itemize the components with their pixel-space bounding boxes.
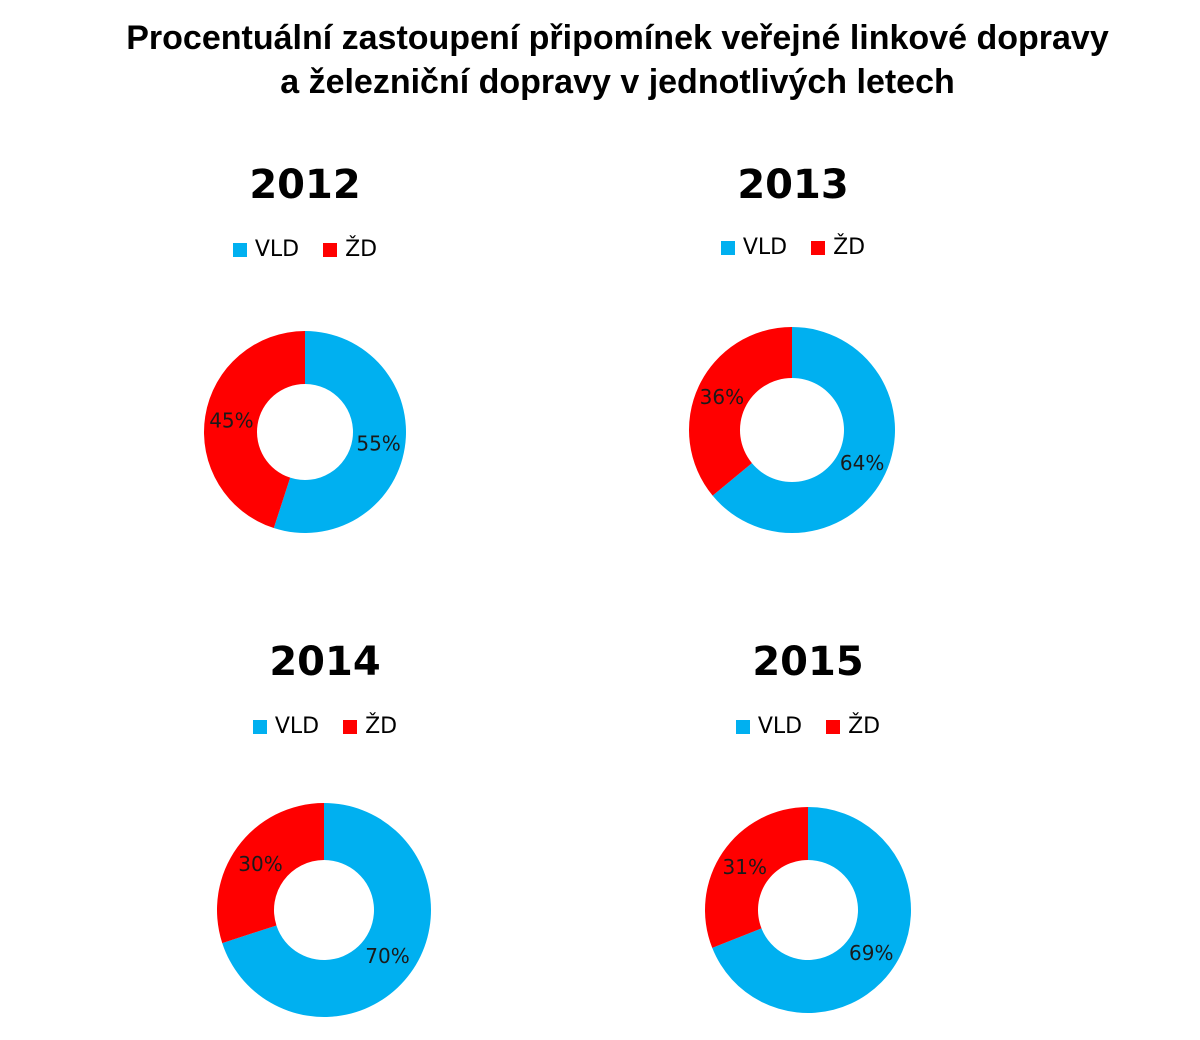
legend: VLD ŽD [658, 713, 958, 741]
donut-chart: 64% 36% [689, 327, 895, 533]
legend: VLD ŽD [175, 713, 475, 741]
legend: VLD ŽD [155, 236, 455, 264]
legend-item-zd: ŽD [323, 236, 377, 264]
data-label-vld: 64% [840, 451, 884, 475]
legend-swatch-vld [252, 720, 267, 734]
legend-label-vld: VLD [742, 235, 788, 260]
legend-item-vld: VLD [735, 713, 803, 741]
legend-swatch-zd [811, 241, 826, 255]
donut-slice-zd [705, 807, 808, 948]
legend-swatch-zd [343, 720, 358, 734]
data-label-zd: 30% [238, 852, 282, 876]
legend-label-vld: VLD [274, 714, 320, 739]
legend-swatch-vld [735, 720, 750, 734]
legend-swatch-vld [232, 243, 247, 257]
panel-year-title: 2014 [269, 639, 381, 685]
donut-slice-zd [689, 327, 792, 496]
donut-slice-vld [273, 331, 406, 533]
legend-label-zd: ŽD [848, 714, 881, 739]
panel-year-title: 2013 [737, 162, 849, 208]
chart-title-line-2: a železniční dopravy v jednotlivých lete… [280, 63, 955, 101]
data-label-vld: 55% [356, 432, 400, 456]
legend-label-zd: ŽD [833, 235, 866, 260]
legend-item-zd: ŽD [343, 713, 397, 741]
legend-item-vld: VLD [720, 234, 788, 262]
chart-panel-2014: 2014 VLD ŽD 70% 30% [175, 637, 475, 1037]
legend-swatch-zd [826, 720, 841, 734]
panel-year-title: 2015 [752, 639, 864, 685]
donut-chart: 55% 45% [204, 331, 406, 533]
legend-label-zd: ŽD [365, 714, 398, 739]
donut-slice-vld [712, 327, 895, 533]
legend-label-vld: VLD [757, 714, 803, 739]
data-label-zd: 31% [723, 855, 767, 879]
donut-slice-zd [204, 331, 305, 529]
legend-swatch-vld [720, 241, 735, 255]
legend-item-zd: ŽD [826, 713, 880, 741]
chart-panel-2015: 2015 VLD ŽD 69% 31% [658, 637, 958, 1037]
chart-title-line-1: Procentuální zastoupení připomínek veřej… [126, 19, 1109, 57]
donut-chart: 70% 30% [217, 803, 431, 1017]
donut-slice-vld [222, 803, 431, 1017]
donut-chart: 69% 31% [705, 807, 911, 1013]
data-label-zd: 45% [209, 408, 253, 432]
donut-slice-vld [712, 807, 911, 1013]
donut-slice-zd [217, 803, 324, 944]
legend-swatch-zd [323, 243, 338, 257]
data-label-zd: 36% [700, 385, 744, 409]
data-label-vld: 70% [365, 944, 409, 968]
chart-panel-2012: 2012 VLD ŽD 55% 45% [155, 160, 455, 560]
legend-label-vld: VLD [254, 237, 300, 262]
data-label-vld: 69% [849, 941, 893, 965]
chart-panel-2013: 2013 VLD ŽD 64% 36% [643, 160, 943, 560]
legend-item-vld: VLD [232, 236, 300, 264]
legend-item-vld: VLD [252, 713, 320, 741]
legend-item-zd: ŽD [811, 234, 865, 262]
legend: VLD ŽD [643, 234, 943, 262]
legend-label-zd: ŽD [345, 237, 378, 262]
panel-year-title: 2012 [249, 162, 361, 208]
chart-title: Procentuální zastoupení připomínek veřej… [0, 16, 1200, 104]
